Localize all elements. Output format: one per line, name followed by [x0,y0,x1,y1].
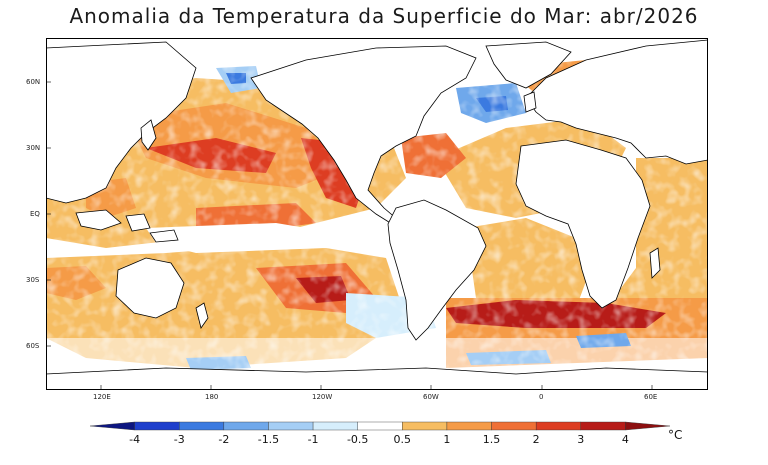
colorbar-segment [491,421,537,431]
colorbar-segment [179,421,225,431]
colorbar-segment [268,421,314,431]
colorbar-tick-label: -2 [218,433,230,446]
lat-label-30s: 30S [26,276,40,284]
new-zealand-islands [195,302,209,329]
colorbar-segment [134,421,180,431]
colorbar-segment [446,421,492,431]
north-america-land [250,45,477,225]
colorbar-tick-label: -3 [173,433,185,446]
map-title: Anomalia da Temperatura da Superficie do… [69,4,699,28]
colorbar-tick-label: 0.5 [393,433,412,446]
lat-label-30n: 30N [26,144,41,152]
colorbar-segment [312,421,358,431]
madagascar-island [649,247,661,279]
lat-label-60s: 60S [26,342,40,350]
colorbar-segment [89,421,135,431]
colorbar-tick-label: 4 [621,433,629,446]
africa-land [515,139,651,309]
colorbar-unit: °C [668,428,683,442]
eurasia-land [525,39,708,165]
colorbar-tick-label: -0.5 [346,433,369,446]
colorbar-segment [535,421,581,431]
australia-land [115,257,185,319]
colorbar-tick-label: -1.5 [257,433,280,446]
lat-label-eq: EQ [30,210,40,218]
colorbar-segments [89,421,671,431]
colorbar [89,421,671,431]
sst-anomaly-map [46,38,708,390]
continents [46,39,708,390]
map-frame [46,38,708,390]
lon-label-60e: 60E [644,393,658,401]
lon-label-60w: 60W [423,393,439,401]
maritime-continent-islands [75,209,179,243]
lon-label-0: 0 [539,393,544,401]
south-america-land [387,199,487,341]
antarctica-land [46,367,708,390]
colorbar-segment [402,421,448,431]
colorbar-tick-label: -4 [129,433,141,446]
east-asia-land [46,41,197,204]
lon-label-120e: 120E [93,393,111,401]
greenland-land [485,41,572,89]
british-isles [523,91,537,113]
lon-label-120w: 120W [312,393,333,401]
colorbar-segment [580,421,626,431]
colorbar-segment [357,421,403,431]
colorbar-tick-label: -1 [307,433,319,446]
colorbar-tick-label: 1 [443,433,451,446]
colorbar-tick-label: 3 [577,433,585,446]
colorbar-segment [625,421,671,431]
japan-islands [140,119,157,151]
colorbar-tick-label: 2 [532,433,540,446]
lon-label-180: 180 [205,393,219,401]
lat-label-60n: 60N [26,78,41,86]
colorbar-tick-label: 1.5 [482,433,501,446]
colorbar-segment [223,421,269,431]
